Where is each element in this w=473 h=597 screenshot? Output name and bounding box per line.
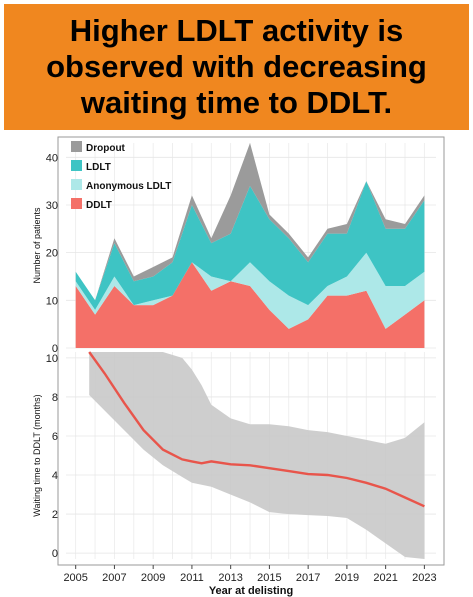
y-tick-label: 30 (46, 200, 58, 212)
legend-label: DDLT (86, 200, 112, 211)
legend-label: Dropout (86, 143, 126, 154)
y-tick-label: 10 (46, 353, 58, 365)
headline-line-2: observed with decreasing (46, 49, 427, 84)
legend: Dropout LDLT Anonymous LDLT DDLT (71, 141, 171, 211)
x-tick-label: 2017 (296, 572, 320, 584)
legend-label: LDLT (86, 162, 111, 173)
y-tick-label: 2 (52, 509, 58, 521)
y-axis-title: Number of patients (32, 207, 42, 284)
x-tick-label: 2015 (257, 572, 281, 584)
x-tick-label: 2023 (412, 572, 436, 584)
headline-banner: Higher LDLT activity is observed with de… (4, 4, 469, 130)
legend-key (71, 198, 82, 209)
headline-line-1: Higher LDLT activity is (69, 13, 404, 48)
y-tick-label: 0 (52, 548, 58, 560)
x-tick-label: 2009 (141, 572, 165, 584)
y-tick-label: 40 (46, 152, 58, 164)
trend-line (88, 351, 425, 508)
y-tick-label: 20 (46, 248, 58, 260)
legend-key (71, 141, 82, 152)
area-ldlt (75, 181, 425, 310)
legend-key (71, 160, 82, 171)
x-tick-label: 2011 (180, 572, 204, 584)
x-axis: 2005 2007 2009 2011 2013 2015 2017 2019 2021 2023… (63, 565, 437, 597)
legend-key (71, 179, 82, 190)
x-axis-title: Year at delisting (209, 585, 293, 597)
y-tick-label: 10 (46, 295, 58, 307)
x-tick-label: 2019 (335, 572, 359, 584)
area-dropout (75, 143, 425, 301)
headline-line-3: waiting time to DDLT. (80, 85, 393, 120)
y-tick-label: 8 (52, 392, 58, 404)
x-tick-label: 2005 (63, 572, 87, 584)
x-tick-label: 2021 (373, 572, 397, 584)
x-tick-label: 2013 (218, 572, 242, 584)
y-axis-title: Waiting time to DDLT (months) (32, 394, 42, 516)
confidence-ribbon (89, 352, 425, 559)
area-anonymous-ldlt (75, 252, 425, 329)
y-tick-label: 0 (52, 343, 58, 355)
x-tick-label: 2007 (102, 572, 126, 584)
y-tick-label: 4 (52, 470, 58, 482)
y-tick-label: 6 (52, 431, 58, 443)
legend-label: Anonymous LDLT (86, 181, 171, 192)
area-ddlt (75, 262, 425, 348)
